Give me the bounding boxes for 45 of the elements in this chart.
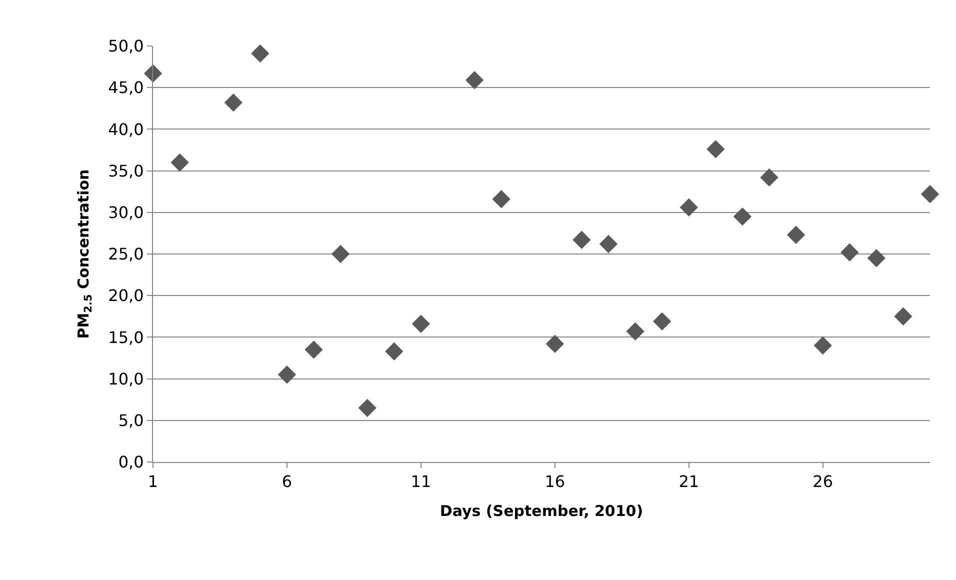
point	[706, 140, 725, 158]
point	[170, 153, 189, 172]
y-tick-label: 5,0	[118, 411, 144, 430]
point	[251, 44, 270, 63]
x-tick-label: 16	[544, 472, 566, 492]
x-tick-label: 21	[678, 472, 700, 492]
point	[840, 243, 859, 262]
point	[652, 312, 672, 330]
point	[626, 322, 644, 340]
y-tick-label: 0,0	[118, 452, 144, 472]
x-tick-label: 1	[148, 472, 158, 492]
y-tick-label: 20,0	[108, 286, 144, 306]
point	[920, 185, 940, 204]
point	[385, 342, 404, 360]
point	[760, 168, 778, 187]
point	[894, 307, 912, 326]
point	[814, 336, 832, 355]
point	[572, 230, 591, 249]
point	[331, 244, 350, 264]
point	[224, 93, 242, 112]
y-tick-label: 45,0	[108, 78, 144, 98]
y-tick-label: 10,0	[108, 369, 144, 388]
point	[492, 190, 510, 208]
x-axis-title: Days (September, 2010)	[440, 502, 644, 520]
point	[599, 234, 618, 254]
point	[680, 198, 698, 217]
point	[546, 334, 564, 353]
point	[733, 207, 752, 226]
x-tick-label: 6	[282, 472, 292, 492]
point	[867, 249, 886, 268]
y-tick-label: 35,0	[108, 161, 144, 180]
point	[786, 226, 806, 244]
point	[304, 340, 323, 359]
point	[465, 71, 484, 90]
x-tick-label: 11	[410, 472, 432, 492]
y-tick-label: 15,0	[108, 328, 144, 347]
point	[278, 366, 296, 384]
point	[358, 398, 376, 418]
y-tick-label: 50,0	[108, 36, 144, 56]
y-tick-label: 25,0	[108, 244, 144, 264]
x-tick-label: 26	[812, 472, 834, 492]
point	[412, 314, 430, 333]
y-tick-label: 30,0	[108, 203, 144, 222]
y-tick-label: 40,0	[108, 120, 144, 139]
point	[144, 64, 162, 83]
